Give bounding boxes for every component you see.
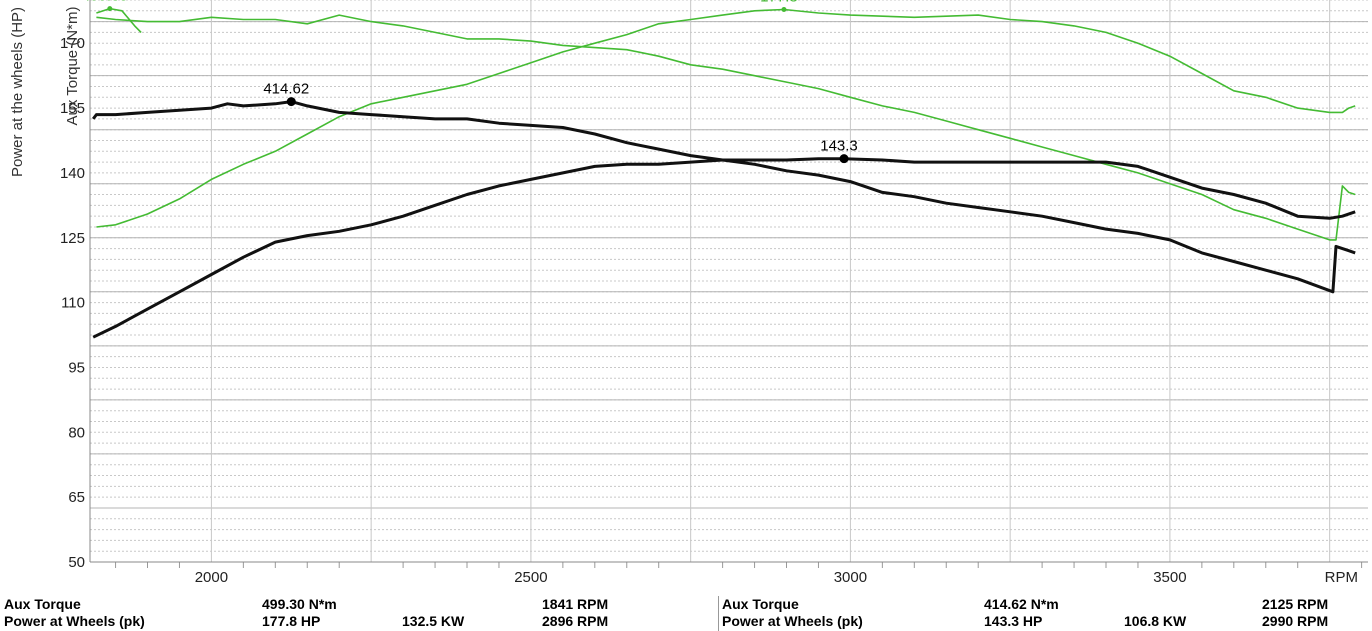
y-tick-label: 155	[60, 100, 85, 117]
summary-label: Power at Wheels (pk)	[4, 613, 145, 629]
summary-left-row-torque: Aux Torque 499.30 N*m 1841 RPM	[0, 596, 718, 613]
summary-rpm: 1841 RPM	[542, 596, 609, 612]
y-tick-label: 110	[61, 295, 85, 312]
series-line-torque-1	[96, 7, 142, 33]
peak-label: 414.62	[263, 81, 309, 98]
y-axis-label-right: Aux Torque (N*m)	[64, 7, 81, 126]
summary-rpm: 2896 RPM	[542, 613, 609, 629]
x-tick-label: 3500	[1153, 569, 1186, 586]
peak-label: 177.8	[760, 0, 798, 6]
summary-extra: 132.5 KW	[402, 613, 465, 629]
summary-extra: 106.8 KW	[1124, 613, 1187, 629]
summary-table: Aux Torque 499.30 N*m 1841 RPM Power at …	[0, 596, 1372, 631]
x-tick-label: 2000	[195, 569, 228, 586]
summary-value: 143.3 HP	[984, 613, 1043, 629]
series	[91, 7, 1356, 339]
summary-label: Aux Torque	[4, 596, 81, 612]
peak-marker	[107, 6, 113, 12]
summary-left-row-power: Power at Wheels (pk) 177.8 HP 132.5 KW 2…	[0, 613, 718, 630]
peak-marker	[839, 154, 849, 164]
y-tick-label: 140	[60, 165, 85, 182]
series-line-power-3	[92, 157, 1356, 339]
y-tick-label: 65	[68, 489, 85, 506]
y-tick-label: 50	[68, 554, 85, 571]
x-axis-label: RPM	[1325, 569, 1358, 586]
summary-divider	[718, 596, 719, 631]
summary-label: Aux Torque	[722, 596, 799, 612]
y-tick-label: 170	[60, 35, 85, 52]
summary-value: 414.62 N*m	[984, 596, 1059, 612]
markers: 499.30 177.8 414.62 143.3	[82, 0, 858, 164]
summary-rpm: 2990 RPM	[1262, 613, 1329, 629]
peak-label: 143.3	[820, 138, 858, 155]
summary-right-row-torque: Aux Torque 414.62 N*m 2125 RPM	[722, 596, 1372, 613]
series-line-torque-4	[91, 100, 1356, 294]
y-tick-label: 125	[60, 230, 85, 247]
y-tick-label: 95	[68, 359, 85, 376]
peak-marker	[781, 7, 787, 13]
x-tick-label: 3000	[834, 569, 867, 586]
summary-value: 499.30 N*m	[262, 596, 337, 612]
summary-right-row-power: Power at Wheels (pk) 143.3 HP 106.8 KW 2…	[722, 613, 1372, 630]
summary-label: Power at Wheels (pk)	[722, 613, 863, 629]
summary-value: 177.8 HP	[262, 613, 321, 629]
axes: 50 65 80 95 110 125 140 155 170 2000 2500 3000 3500 R…	[9, 0, 1368, 586]
peak-marker	[286, 97, 296, 107]
peak-label: 499.30	[82, 0, 128, 5]
series-line-power-0	[96, 8, 1356, 228]
y-tick-label: 80	[68, 424, 85, 441]
summary-rpm: 2125 RPM	[1262, 596, 1329, 612]
y-axis-label-left: Power at the wheels (HP)	[9, 7, 26, 177]
series-line-torque-2	[96, 14, 1356, 241]
x-tick-label: 2500	[514, 569, 547, 586]
dyno-chart: 50 65 80 95 110 125 140 155 170 2000 2500 3000 3500 R…	[9, 0, 1368, 586]
